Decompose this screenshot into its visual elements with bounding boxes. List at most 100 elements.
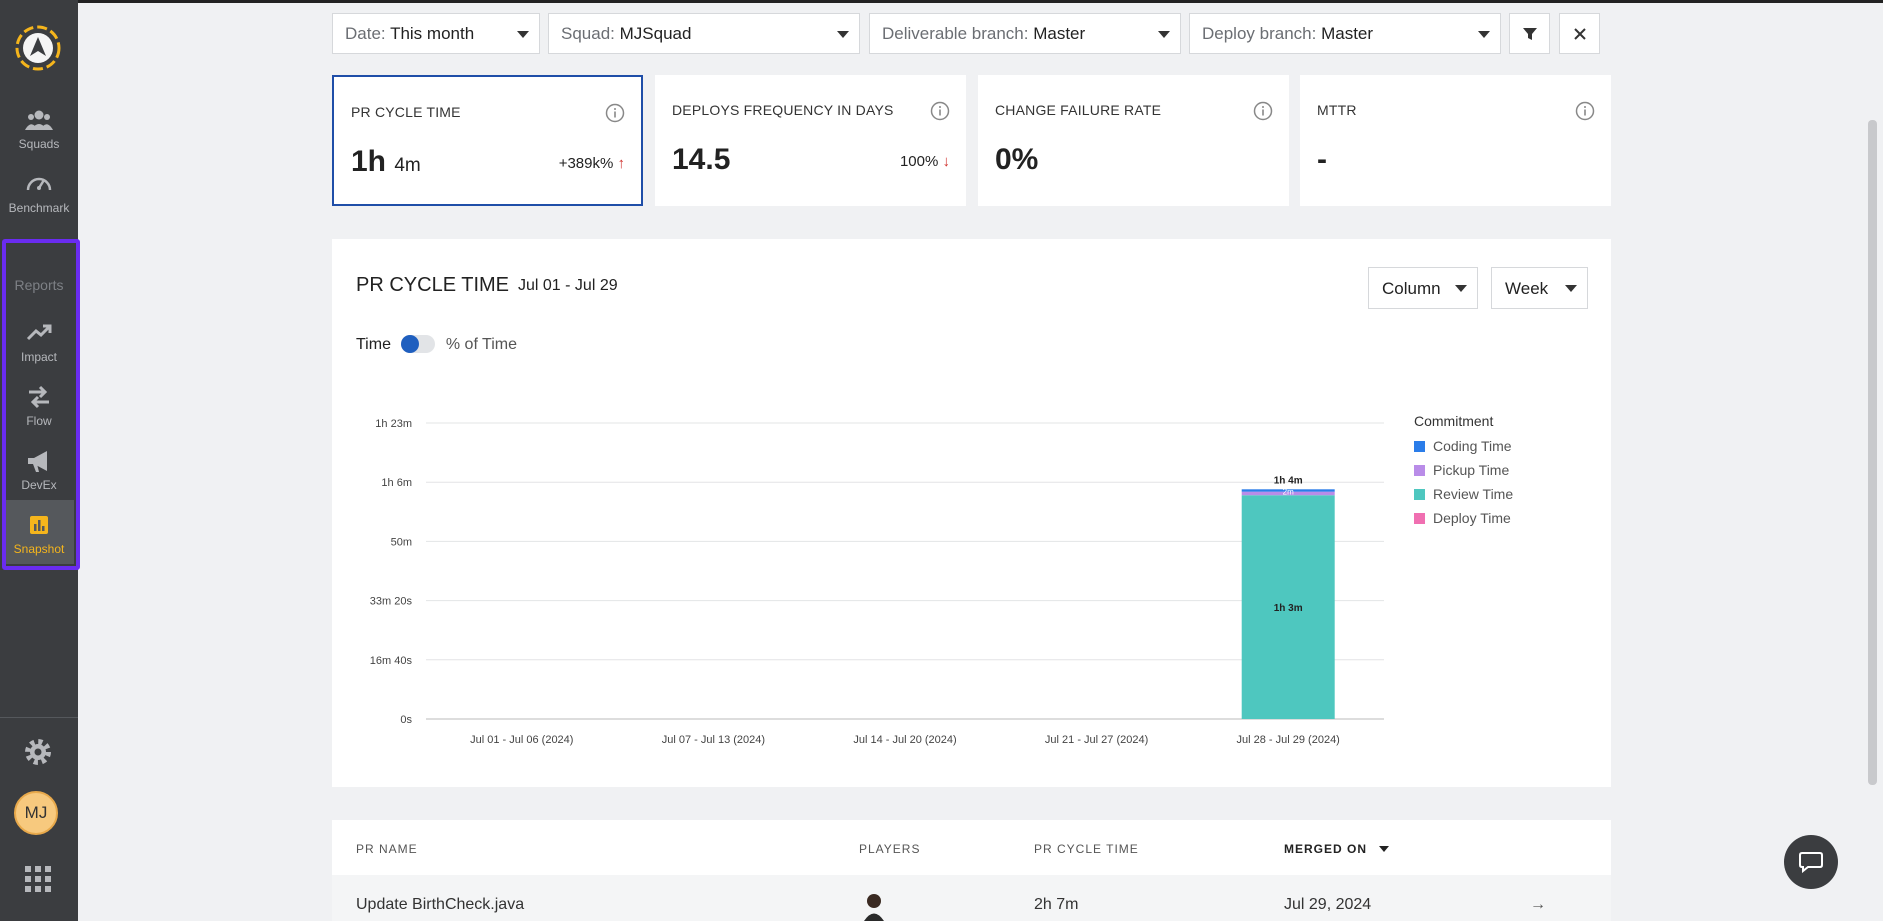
chart-legend: Commitment Coding Time Pickup Time Revie… bbox=[1414, 413, 1513, 534]
chart-type-select[interactable]: Column bbox=[1368, 267, 1478, 309]
x-tick-label: Jul 28 - Jul 29 (2024) bbox=[1237, 734, 1340, 746]
card-value: 14.5 bbox=[672, 143, 731, 176]
chat-button[interactable] bbox=[1784, 835, 1838, 889]
player-avatar[interactable] bbox=[863, 892, 885, 921]
reports-section-label: Reports bbox=[14, 277, 64, 293]
arrow-right-icon[interactable]: → bbox=[1530, 896, 1546, 913]
legend-item-deploy[interactable]: Deploy Time bbox=[1414, 510, 1513, 527]
info-icon[interactable] bbox=[930, 101, 950, 121]
sidebar-item-label: Squads bbox=[18, 137, 60, 151]
bar-segment-pickup-time bbox=[1241, 491, 1335, 496]
y-tick-label: 16m 40s bbox=[370, 655, 413, 667]
sort-desc-icon bbox=[1379, 846, 1390, 852]
apps-grid-icon[interactable] bbox=[25, 866, 51, 892]
column-header-pr-name[interactable]: PR NAME bbox=[356, 842, 418, 856]
deliverable-branch-filter[interactable]: Deliverable branch: Master bbox=[869, 13, 1181, 54]
arrow-up-icon: ↑ bbox=[617, 155, 626, 172]
sidebar-item-benchmark[interactable]: Benchmark bbox=[0, 170, 78, 215]
chevron-down-icon bbox=[517, 31, 529, 38]
sidebar-item-label: Impact bbox=[20, 350, 57, 364]
table-row[interactable] bbox=[332, 875, 1611, 921]
filter-label: Deliverable branch: bbox=[882, 24, 1029, 43]
toggle-knob bbox=[401, 335, 420, 353]
chevron-down-icon bbox=[1565, 285, 1577, 292]
sidebar-item-squads[interactable]: Squads bbox=[0, 106, 78, 151]
gear-icon[interactable] bbox=[23, 737, 53, 767]
arrow-down-icon: ↓ bbox=[942, 153, 951, 170]
legend-item-coding[interactable]: Coding Time bbox=[1414, 438, 1513, 455]
bar-chart-icon bbox=[30, 516, 48, 534]
sidebar-divider bbox=[0, 717, 78, 718]
bar-segment-review-time bbox=[1241, 495, 1335, 719]
period-select[interactable]: Week bbox=[1491, 267, 1588, 309]
column-header-players[interactable]: PLAYERS bbox=[859, 842, 921, 856]
cycle-time-cell: 2h 7m bbox=[1034, 896, 1079, 913]
avatar[interactable]: MJ bbox=[14, 791, 58, 835]
metric-card-pr-cycle-time[interactable]: PR CYCLE TIME 1h 4m +389k% ↑ bbox=[332, 75, 643, 206]
clear-filters-button[interactable] bbox=[1559, 13, 1600, 54]
filter-button[interactable] bbox=[1509, 13, 1550, 54]
card-title: DEPLOYS FREQUENCY IN DAYS bbox=[672, 102, 894, 118]
y-tick-label: 33m 20s bbox=[370, 596, 413, 608]
data-label-review: 1h 3m bbox=[1274, 603, 1303, 614]
card-title: MTTR bbox=[1317, 102, 1357, 118]
filter-label: Deploy branch: bbox=[1202, 24, 1317, 43]
app-logo[interactable] bbox=[14, 24, 62, 72]
pr-name-cell[interactable]: Update BirthCheck.java bbox=[356, 896, 525, 913]
legend-label: Coding Time bbox=[1433, 438, 1512, 454]
deploy-branch-filter[interactable]: Deploy branch: Master bbox=[1189, 13, 1501, 54]
chart-panel: PR CYCLE TIME Jul 01 - Jul 29 Column Wee… bbox=[332, 239, 1611, 787]
card-value: 1h bbox=[351, 145, 387, 178]
header-label: MERGED ON bbox=[1284, 842, 1368, 856]
sidebar-item-label: Flow bbox=[26, 414, 52, 428]
legend-title: Commitment bbox=[1414, 413, 1494, 429]
legend-swatch bbox=[1414, 465, 1425, 476]
card-value: 0% bbox=[995, 143, 1039, 176]
megaphone-icon bbox=[28, 451, 47, 472]
legend-label: Deploy Time bbox=[1433, 510, 1511, 526]
metric-card-change-failure-rate[interactable]: CHANGE FAILURE RATE 0% bbox=[978, 75, 1289, 206]
sidebar-item-devex[interactable]: DevEx bbox=[0, 447, 78, 492]
reports-highlight bbox=[2, 239, 80, 570]
info-icon[interactable] bbox=[1575, 101, 1595, 121]
legend-item-review[interactable]: Review Time bbox=[1414, 486, 1513, 503]
info-icon[interactable] bbox=[1253, 101, 1273, 121]
trending-up-icon bbox=[26, 324, 52, 341]
sidebar-item-label: Benchmark bbox=[8, 201, 70, 215]
filter-label: Squad: bbox=[561, 24, 615, 43]
metric-card-mttr[interactable]: MTTR - bbox=[1300, 75, 1611, 206]
sidebar: Squads Benchmark Reports Impact Flow Dev… bbox=[0, 0, 80, 921]
legend-swatch bbox=[1414, 513, 1425, 524]
column-header-cycle-time[interactable]: PR CYCLE TIME bbox=[1034, 842, 1139, 856]
people-icon bbox=[25, 110, 53, 130]
legend-swatch bbox=[1414, 441, 1425, 452]
pr-cycle-time-chart: 0s 16m 40s 33m 20s 50m 1h 6m 1h 23m Jul 01 - J… bbox=[370, 418, 1384, 746]
legend-swatch bbox=[1414, 489, 1425, 500]
filter-value: Master bbox=[1321, 24, 1374, 43]
card-delta: 100% bbox=[899, 153, 939, 170]
squad-filter[interactable]: Squad: MJSquad bbox=[548, 13, 860, 54]
x-tick-label: Jul 07 - Jul 13 (2024) bbox=[662, 734, 765, 746]
sidebar-item-flow[interactable]: Flow bbox=[0, 383, 78, 428]
x-tick-label: Jul 01 - Jul 06 (2024) bbox=[470, 734, 573, 746]
chevron-down-icon bbox=[837, 31, 849, 38]
y-tick-label: 1h 6m bbox=[381, 477, 412, 489]
close-icon bbox=[1573, 28, 1586, 40]
chevron-down-icon bbox=[1455, 285, 1467, 292]
x-tick-label: Jul 21 - Jul 27 (2024) bbox=[1045, 734, 1148, 746]
column-header-merged-on[interactable]: MERGED ON bbox=[1284, 842, 1390, 856]
info-icon[interactable] bbox=[605, 103, 625, 123]
swap-arrows-icon bbox=[29, 385, 49, 409]
sidebar-item-impact[interactable]: Impact bbox=[0, 319, 78, 364]
legend-item-pickup[interactable]: Pickup Time bbox=[1414, 462, 1513, 479]
date-filter[interactable]: Date: This month bbox=[332, 13, 540, 54]
metric-card-deploy-frequency[interactable]: DEPLOYS FREQUENCY IN DAYS 14.5 100% ↓ bbox=[655, 75, 966, 206]
sidebar-item-snapshot[interactable]: Snapshot bbox=[0, 511, 78, 556]
y-tick-label: 1h 23m bbox=[375, 418, 412, 430]
time-percent-toggle[interactable] bbox=[401, 335, 436, 353]
time-toggle-row: Time % of Time bbox=[356, 335, 517, 354]
merged-on-cell: Jul 29, 2024 bbox=[1284, 896, 1372, 913]
filter-value: Master bbox=[1033, 24, 1086, 43]
speedometer-icon bbox=[26, 177, 52, 191]
scrollbar[interactable] bbox=[1868, 120, 1877, 785]
